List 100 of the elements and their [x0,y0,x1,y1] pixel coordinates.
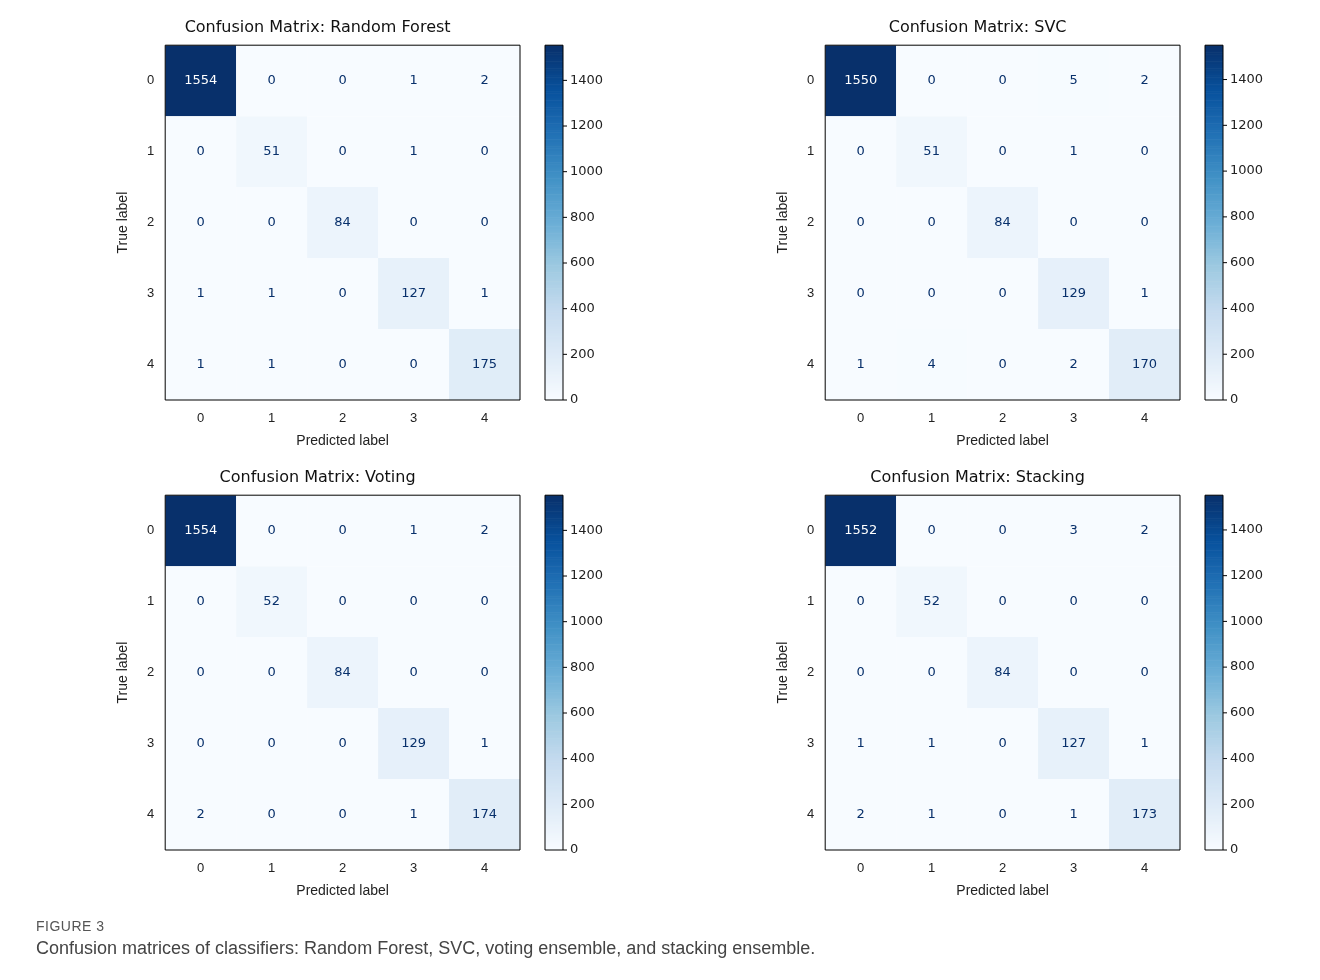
x-tick-label: 2 [998,860,1007,876]
data-label: 0 [338,284,347,300]
data-label: 1 [409,805,418,821]
color-bar-label: 1400 [570,521,604,537]
data-label: 5 [1069,72,1078,88]
data-label: 0 [1140,663,1149,679]
color-bar-label: 400 [1230,299,1255,315]
x-tick-label: 4 [1140,860,1149,876]
data-label: 2 [480,522,489,538]
data-label: 0 [998,593,1007,609]
color-bar-label: 800 [570,658,595,674]
color-bar-label: 1400 [570,71,604,87]
data-label: 1 [267,355,276,371]
data-label: 0 [927,72,936,88]
data-label: 2 [196,805,205,821]
x-axis-title: Predicted label [296,432,389,449]
data-label: 1554 [184,72,218,88]
color-bar-label: 1200 [570,117,604,133]
x-tick-label: 3 [409,860,418,876]
data-label: 52 [263,593,280,609]
data-label: 0 [1140,143,1149,159]
color-bar-label: 0 [570,391,579,407]
data-label: 1 [1140,734,1149,750]
color-bar-label: 0 [1230,391,1239,407]
color-bar-label: 800 [570,208,595,224]
data-label: 127 [1061,734,1086,750]
color-bar-label: 400 [570,300,595,316]
data-label: 1552 [844,522,878,538]
data-label: 0 [338,72,347,88]
y-tick-label: 2 [806,664,815,680]
x-tick-label: 3 [409,410,418,426]
data-label: 1 [267,284,276,300]
data-label: 0 [1140,213,1149,229]
data-label: 84 [994,663,1011,679]
x-tick-label: 0 [197,410,205,426]
data-label: 175 [472,355,497,371]
data-label: 129 [1061,284,1086,300]
data-label: 0 [196,663,205,679]
data-label: 2 [1140,522,1149,538]
y-tick-label: 0 [146,522,155,538]
chart-title: Confusion Matrix: Voting [219,466,416,486]
y-tick-label: 3 [806,735,815,751]
data-label: 0 [409,593,418,609]
y-tick-label: 4 [146,806,155,822]
data-label: 0 [267,663,276,679]
data-label: 84 [994,213,1011,229]
data-label: 0 [196,734,205,750]
data-label: 0 [267,805,276,821]
data-label: 127 [401,284,426,300]
data-label: 1 [927,734,936,750]
color-bar-label: 1200 [1230,567,1264,583]
data-label: 0 [856,284,865,300]
data-label: 0 [338,805,347,821]
data-label: 173 [1132,805,1157,821]
color-bar-label: 1000 [1230,162,1264,178]
data-label: 2 [480,72,489,88]
data-label: 1 [196,355,205,371]
data-label: 1 [409,522,418,538]
data-label: 0 [338,355,347,371]
y-tick-label: 2 [806,214,815,230]
data-label: 52 [923,593,940,609]
color-bar-label: 1400 [1230,70,1264,86]
data-label: 0 [1069,663,1078,679]
chart-title: Confusion Matrix: Stacking [870,466,1085,486]
data-label: 0 [409,663,418,679]
x-tick-label: 2 [998,410,1007,426]
x-tick-label: 4 [480,410,489,426]
x-tick-label: 0 [857,860,865,876]
x-tick-label: 1 [268,410,276,426]
data-label: 3 [1069,522,1078,538]
data-label: 0 [267,522,276,538]
data-label: 51 [923,143,940,159]
color-bar-label: 600 [570,704,595,720]
data-label: 2 [1140,72,1149,88]
data-label: 0 [338,522,347,538]
y-tick-label: 3 [146,735,155,751]
data-label: 4 [927,355,936,371]
chart-title: Confusion Matrix: SVC [888,16,1067,36]
data-label: 170 [1132,355,1157,371]
data-label: 0 [1140,593,1149,609]
data-label: 0 [196,593,205,609]
y-tick-label: 1 [806,143,815,159]
color-bar-label: 600 [570,254,595,270]
chart-title: Confusion Matrix: Random Forest [184,16,451,36]
data-label: 2 [1069,355,1078,371]
x-tick-label: 2 [338,860,347,876]
x-axis-title: Predicted label [296,882,389,899]
data-label: 51 [263,143,280,159]
data-label: 1 [409,72,418,88]
y-axis-title: True label [114,191,131,254]
y-tick-label: 2 [146,214,155,230]
data-label: 1 [480,734,489,750]
y-tick-label: 3 [146,285,155,301]
data-label: 1 [409,143,418,159]
data-label: 0 [998,284,1007,300]
color-bar-label: 1200 [1230,116,1264,132]
data-label: 1 [856,355,865,371]
data-label: 0 [480,143,489,159]
data-label: 0 [927,522,936,538]
data-label: 1 [927,805,936,821]
